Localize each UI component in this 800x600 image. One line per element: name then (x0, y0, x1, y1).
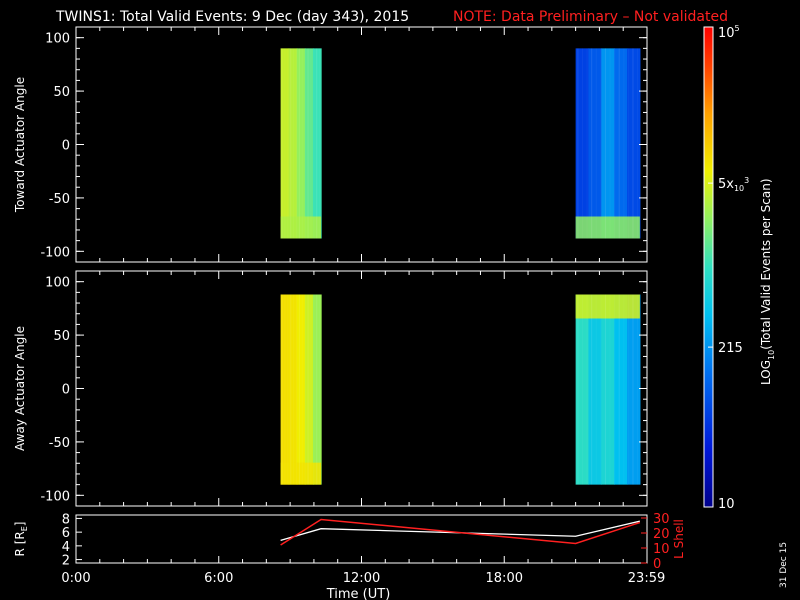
panel-background (76, 271, 647, 506)
spectrogram-block (280, 294, 322, 485)
spectrogram-band (304, 48, 314, 239)
spectrogram-band (575, 294, 590, 485)
x-tick-label: 6:00 (204, 571, 233, 586)
r-axis-label-sub: E (20, 526, 29, 531)
x-tick-label: 23:59 (628, 571, 665, 586)
x-tick-label: 18:00 (486, 571, 523, 586)
spectrogram-band (296, 48, 306, 239)
spectrogram-band (588, 294, 602, 485)
colorbar-label-sub: 10 (767, 350, 776, 360)
colorbar-tick-sup: 3 (744, 176, 749, 185)
spectrogram-top-band (575, 294, 640, 319)
spectrogram-band (280, 294, 290, 485)
spectrogram-band (312, 48, 322, 239)
colorbar (703, 26, 714, 508)
r-axis-label: R [RE] (13, 522, 29, 557)
colorbar-tick-label: 10 (718, 497, 735, 512)
spectrogram-band (312, 294, 322, 485)
colorbar-tick-sub: 10 (734, 184, 744, 193)
y-tick-label: -50 (49, 192, 70, 207)
spectrogram-band (588, 48, 602, 239)
orbit-panel-frame (75, 514, 648, 564)
r-tick-label: 4 (62, 540, 70, 555)
colorbar-tick-sup: 5 (735, 24, 740, 33)
x-axis-label: Time (UT) (326, 587, 391, 600)
colorbar-tick-label: 105 (718, 24, 740, 41)
colorbar-tick-main: 10 (718, 497, 735, 512)
colorbar-tick-main: 215 (718, 341, 743, 356)
spectrogram-block (575, 294, 641, 485)
r-tick-label: 6 (62, 526, 70, 541)
spectrogram-band (614, 294, 628, 485)
y-tick-label: 0 (62, 139, 70, 154)
lshell-axis-label: L Shell (672, 519, 686, 559)
r-tick-label: 2 (62, 554, 70, 569)
preliminary-note: NOTE: Data Preliminary – Not validated (453, 9, 728, 25)
colorbar-label-rest: (Total Valid Events per Scan) (759, 178, 773, 349)
r-tick-label: 8 (62, 512, 70, 527)
colorbar-tick-label: 215 (718, 341, 743, 356)
colorbar-tick-main: 5x (718, 177, 734, 192)
y-tick-label: -100 (40, 489, 70, 504)
y-tick-label: 100 (45, 32, 70, 47)
spectrogram-band (296, 294, 306, 485)
colorbar-tick-main: 10 (718, 26, 735, 41)
spectrogram-band (601, 294, 615, 485)
spectrogram-band (304, 294, 314, 485)
y-tick-label: -50 (49, 436, 70, 451)
angle-panel-2: 100 50 0 -50 -100 Away Actuator Angle (13, 270, 648, 507)
spectrogram-band (575, 48, 590, 239)
spectrogram-band (280, 48, 290, 239)
spectrogram-band (627, 294, 641, 485)
spectrogram-bottom-band (280, 462, 322, 485)
y-tick-label: 50 (53, 85, 70, 100)
lshell-tick-label: 0 (653, 557, 661, 572)
lshell-tick-label: 30 (653, 512, 670, 527)
spectrogram-block (280, 48, 322, 239)
lshell-line (280, 518, 641, 546)
x-tick-label: 12:00 (343, 571, 380, 586)
colorbar-tick-label: 5x103 (718, 176, 749, 193)
colorbar-label: LOG10(Total Valid Events per Scan) (759, 178, 776, 385)
y-tick-label: 50 (53, 329, 70, 344)
spectrogram-bottom-band (280, 216, 322, 239)
colorbar-label-log: LOG (759, 360, 773, 385)
angle-panel-1: 100 50 0 -50 -100 Toward Actuator Angle (13, 26, 648, 263)
radius-line (280, 520, 641, 541)
spectrogram-bottom-band (575, 216, 640, 239)
spectrogram-block (575, 48, 641, 239)
figure-title: TWINS1: Total Valid Events: 9 Dec (day 3… (55, 9, 409, 25)
y-tick-label: 0 (62, 383, 70, 398)
y-tick-label: 100 (45, 276, 70, 291)
panel-background (76, 27, 647, 262)
y-tick-label: -100 (40, 245, 70, 260)
spectrogram-band (627, 48, 641, 239)
spectrogram-band (288, 48, 298, 239)
date-stamp: 31 Dec 15 (779, 542, 789, 588)
spectrogram-band (288, 294, 298, 485)
y-axis-label: Away Actuator Angle (13, 326, 27, 451)
lshell-tick-label: 10 (653, 542, 670, 557)
r-axis-label-main: R [R (13, 531, 27, 556)
spectrogram-band (614, 48, 628, 239)
lshell-tick-label: 20 (653, 527, 670, 542)
spectrogram-band (601, 48, 615, 239)
x-tick-label: 0:00 (61, 571, 90, 586)
r-axis-label-end: ] (13, 522, 27, 527)
y-axis-label: Toward Actuator Angle (13, 77, 27, 213)
